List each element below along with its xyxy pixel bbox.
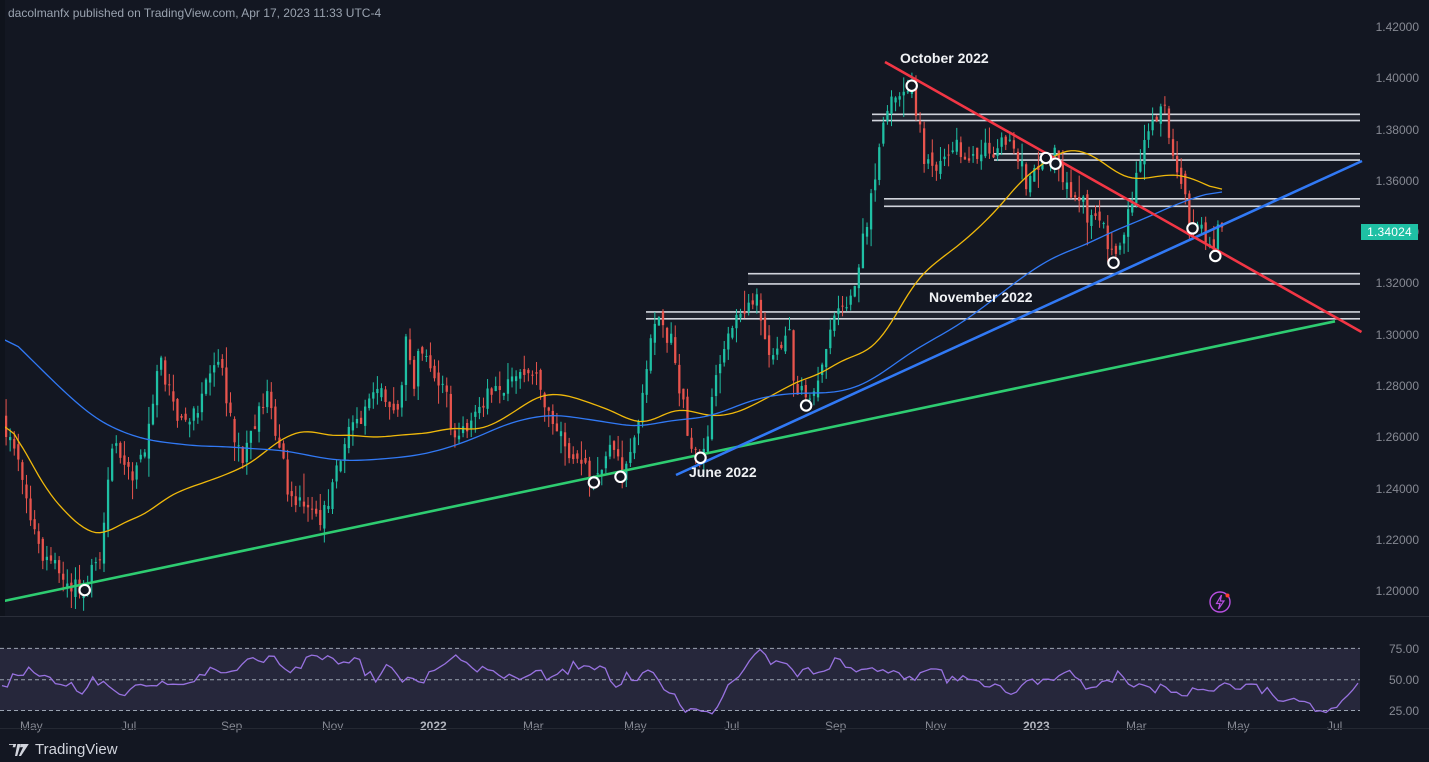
svg-text:October 2022: October 2022 xyxy=(900,50,989,66)
svg-text:November 2022: November 2022 xyxy=(929,289,1033,305)
svg-text:June 2022: June 2022 xyxy=(689,464,757,480)
